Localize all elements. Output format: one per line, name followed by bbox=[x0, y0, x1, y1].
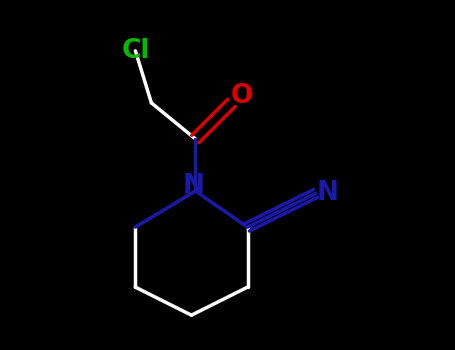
Text: N: N bbox=[183, 173, 205, 199]
Text: O: O bbox=[231, 84, 253, 110]
Text: N: N bbox=[317, 180, 339, 206]
Text: Cl: Cl bbox=[121, 38, 150, 64]
